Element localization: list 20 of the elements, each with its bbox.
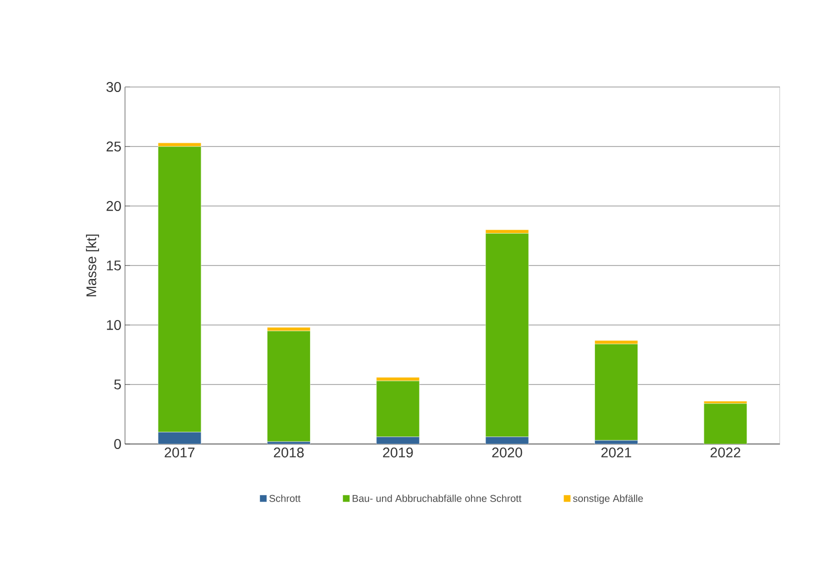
x-tick-label: 2019 [383, 448, 413, 458]
x-tick-label: 2020 [492, 448, 522, 458]
legend-label: sonstige Abfälle [573, 494, 643, 504]
bar [594, 344, 638, 441]
x-tick-label: 2021 [601, 448, 632, 458]
y-tick-label: 5 [114, 380, 121, 390]
y-tick-label: 20 [106, 201, 121, 211]
bar [704, 403, 748, 444]
y-tick-label: 15 [106, 260, 121, 270]
y-tick-label: 30 [106, 82, 121, 92]
x-tick-label: 2017 [164, 448, 194, 458]
legend-label: Bau- und Abbruchabfälle ohne Schrott [352, 494, 522, 502]
x-tick-label: 2018 [274, 448, 304, 458]
y-tick-label: 10 [106, 320, 121, 330]
x-tick-label: 2022 [710, 448, 740, 458]
legend-label: Schrott [269, 494, 301, 502]
y-tick-label: 25 [106, 142, 121, 152]
y-axis-title: Masse [kt] [86, 234, 100, 296]
bar [267, 330, 310, 442]
y-tick-label: 0 [114, 439, 121, 449]
